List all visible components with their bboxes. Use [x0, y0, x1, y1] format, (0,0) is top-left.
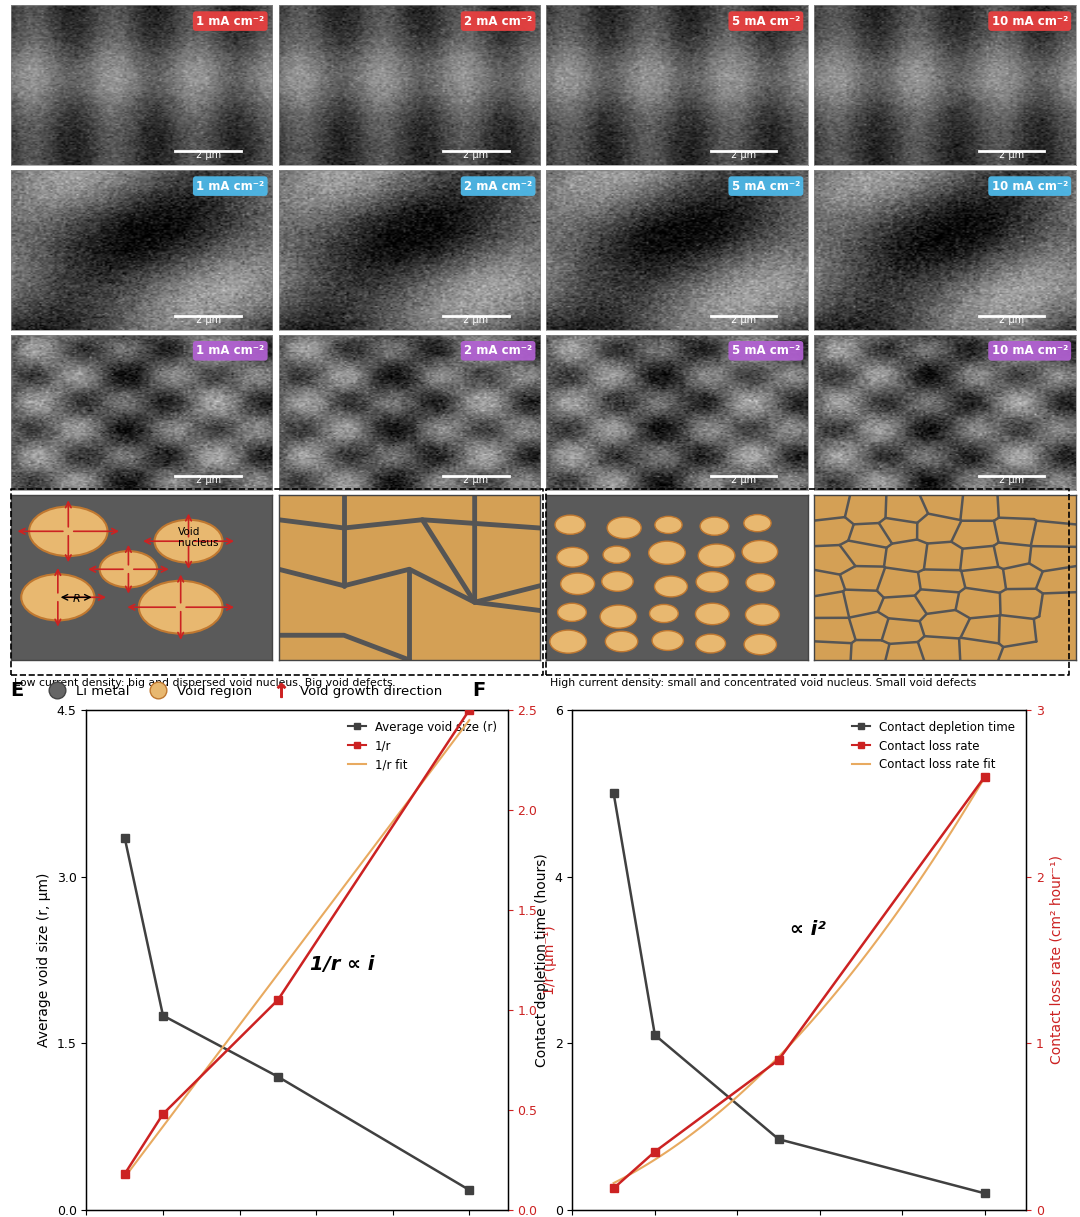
- Text: 10 mA cm⁻²: 10 mA cm⁻²: [991, 15, 1068, 28]
- Circle shape: [557, 604, 586, 622]
- Circle shape: [561, 573, 595, 595]
- Circle shape: [22, 574, 94, 621]
- Y-axis label: Contact depletion time (hours): Contact depletion time (hours): [535, 853, 549, 1067]
- Text: 2 μm: 2 μm: [195, 476, 220, 486]
- Text: F: F: [473, 682, 486, 700]
- Text: 2 μm: 2 μm: [999, 315, 1024, 325]
- Text: 2 μm: 2 μm: [463, 315, 488, 325]
- Text: 1/r ∝ i: 1/r ∝ i: [310, 955, 374, 974]
- Circle shape: [654, 576, 688, 596]
- Circle shape: [699, 544, 734, 567]
- Circle shape: [649, 605, 678, 623]
- Text: 5 mA cm⁻²: 5 mA cm⁻²: [732, 15, 800, 28]
- Text: 1 mA cm⁻²: 1 mA cm⁻²: [197, 15, 265, 28]
- Circle shape: [696, 604, 729, 624]
- Y-axis label: Contact loss rate (cm² hour⁻¹): Contact loss rate (cm² hour⁻¹): [1050, 856, 1064, 1065]
- Text: E: E: [11, 682, 24, 700]
- Circle shape: [605, 632, 637, 652]
- Text: 2 μm: 2 μm: [731, 315, 756, 325]
- Text: Void
nucleus: Void nucleus: [178, 527, 218, 548]
- Circle shape: [555, 515, 585, 534]
- Text: 2 μm: 2 μm: [463, 150, 488, 161]
- Circle shape: [745, 604, 780, 626]
- Text: Low current density: big and dispersed void nucleus. Big void defects: Low current density: big and dispersed v…: [14, 678, 393, 689]
- Text: 2 μm: 2 μm: [731, 150, 756, 161]
- Text: 2 μm: 2 μm: [195, 150, 220, 161]
- Circle shape: [652, 630, 684, 650]
- Text: 10 mA cm⁻²: 10 mA cm⁻²: [991, 180, 1068, 192]
- Text: 2 mA cm⁻²: 2 mA cm⁻²: [464, 180, 532, 192]
- Text: 2 mA cm⁻²: 2 mA cm⁻²: [464, 15, 532, 28]
- Circle shape: [744, 515, 771, 532]
- Circle shape: [607, 517, 642, 539]
- Circle shape: [557, 548, 589, 567]
- Text: 10 mA cm⁻²: 10 mA cm⁻²: [991, 344, 1068, 358]
- Text: ∝ i²: ∝ i²: [791, 920, 826, 940]
- Circle shape: [700, 517, 729, 535]
- Text: 2 mA cm⁻²: 2 mA cm⁻²: [464, 344, 532, 358]
- Legend: Average void size (r), 1/r, 1/r fit: Average void size (r), 1/r, 1/r fit: [343, 716, 502, 776]
- Text: 1 mA cm⁻²: 1 mA cm⁻²: [197, 180, 265, 192]
- Circle shape: [654, 516, 683, 533]
- Circle shape: [603, 546, 631, 563]
- Text: High current density: small and concentrated void nucleus. Small void defects: High current density: small and concentr…: [550, 678, 976, 689]
- Circle shape: [139, 581, 222, 634]
- Text: 2 μm: 2 μm: [463, 476, 488, 486]
- Text: 2 μm: 2 μm: [195, 315, 220, 325]
- Circle shape: [742, 540, 778, 563]
- Circle shape: [99, 551, 158, 588]
- Legend: Li metal, Void region, Void growth direction: Li metal, Void region, Void growth direc…: [39, 679, 447, 703]
- Circle shape: [696, 634, 726, 654]
- Text: 2 μm: 2 μm: [999, 476, 1024, 486]
- Circle shape: [649, 542, 685, 565]
- Text: 5 mA cm⁻²: 5 mA cm⁻²: [732, 344, 800, 358]
- Circle shape: [29, 506, 108, 556]
- Text: 2 μm: 2 μm: [999, 150, 1024, 161]
- Circle shape: [550, 630, 586, 654]
- Text: 2 μm: 2 μm: [731, 476, 756, 486]
- Text: R: R: [72, 594, 80, 605]
- Circle shape: [744, 634, 777, 655]
- Circle shape: [602, 572, 633, 591]
- Legend: Contact depletion time, Contact loss rate, Contact loss rate fit: Contact depletion time, Contact loss rat…: [848, 716, 1021, 776]
- Y-axis label: 1/r (μm⁻¹): 1/r (μm⁻¹): [543, 925, 557, 994]
- Circle shape: [697, 572, 729, 593]
- Circle shape: [154, 520, 222, 562]
- Circle shape: [746, 573, 774, 591]
- Text: 5 mA cm⁻²: 5 mA cm⁻²: [732, 180, 800, 192]
- Circle shape: [600, 605, 637, 628]
- Text: 1 mA cm⁻²: 1 mA cm⁻²: [197, 344, 265, 358]
- Y-axis label: Average void size (r, μm): Average void size (r, μm): [37, 873, 51, 1047]
